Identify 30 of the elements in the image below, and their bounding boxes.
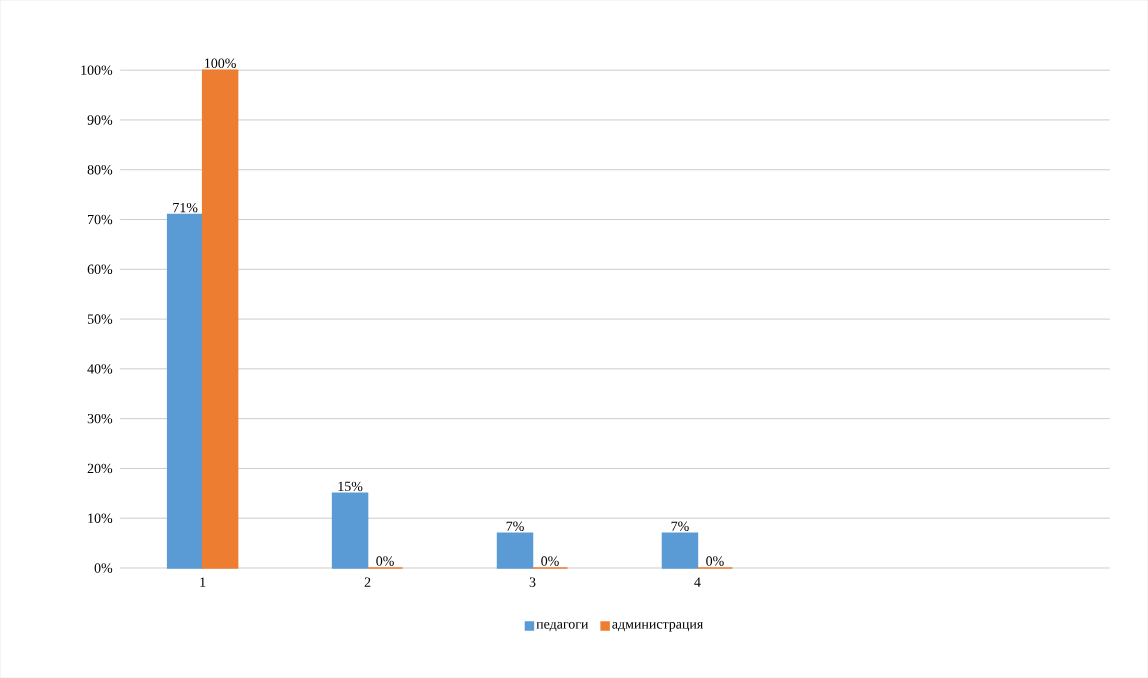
bar [166, 213, 204, 569]
y-tick-label: 50% [87, 314, 113, 324]
data-label: 15% [338, 481, 363, 492]
data-label: 7% [671, 521, 689, 531]
y-tick-label: 10% [88, 513, 113, 523]
data-label: 7% [506, 521, 524, 531]
y-tick-label: 90% [87, 115, 113, 125]
y-tick-label: 70% [88, 214, 113, 225]
data-label: 71% [173, 202, 198, 213]
data-label: 0% [541, 556, 559, 566]
y-tick-label: 0% [94, 563, 113, 573]
x-tick-label: 3 [529, 577, 536, 587]
y-tick-label: 80% [87, 164, 113, 175]
x-tick-label: 1 [200, 577, 206, 587]
bar [496, 532, 534, 569]
x-tick-label: 4 [694, 577, 701, 587]
legend-label: педагоги [536, 621, 589, 632]
data-label: 0% [376, 556, 394, 566]
bar [201, 69, 239, 569]
data-label: 100% [205, 58, 236, 68]
y-tick-label: 30% [87, 413, 113, 424]
legend-label: администрация [612, 621, 704, 632]
bar [331, 492, 369, 569]
y-tick-label: 100% [81, 65, 113, 75]
y-tick-label: 40% [87, 364, 113, 374]
y-tick-label: 20% [87, 463, 113, 474]
y-tick-label: 60% [87, 264, 113, 274]
data-label: 0% [706, 556, 724, 566]
bar [661, 532, 699, 569]
x-tick-label: 2 [364, 577, 371, 587]
